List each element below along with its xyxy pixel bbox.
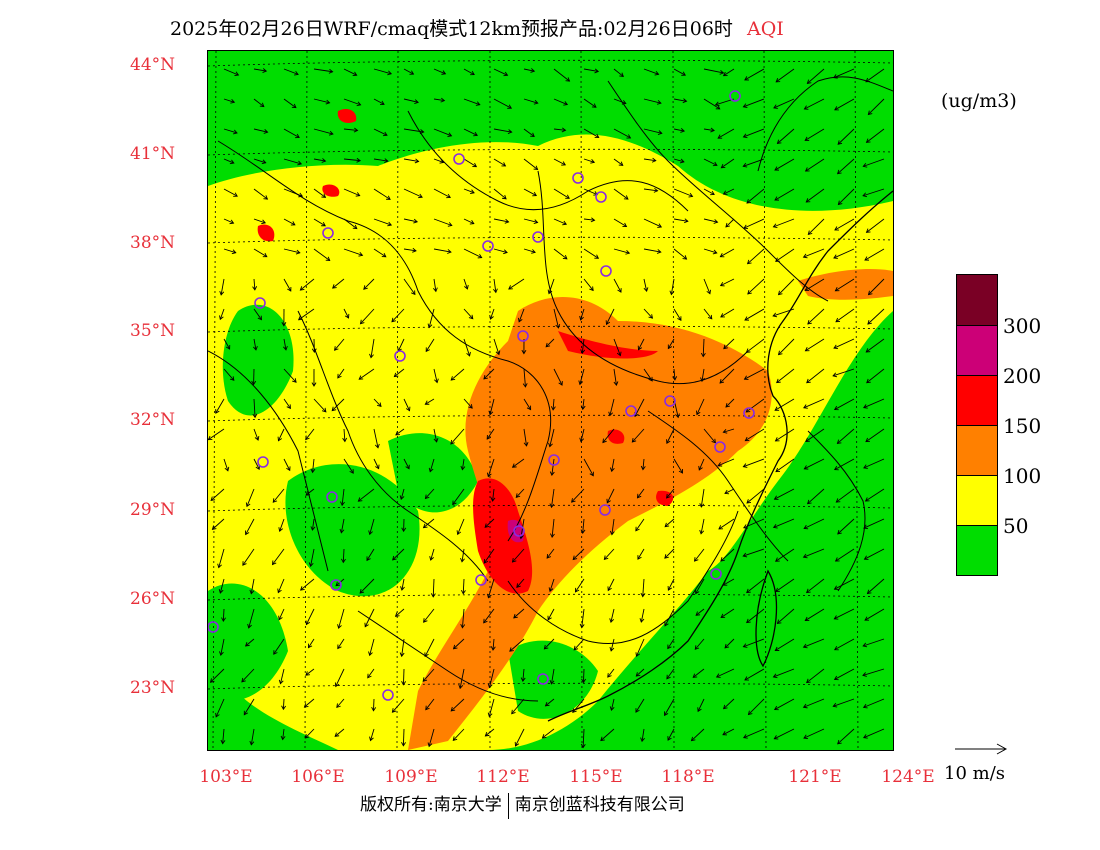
station-marker (394, 350, 406, 362)
lat-label-23: 23°N (130, 678, 176, 698)
station-marker (475, 574, 487, 586)
colorbar-label-200: 200 (1003, 364, 1042, 388)
station-marker (482, 240, 494, 252)
station-marker (330, 579, 342, 591)
colorbar-segment-unhealthy-sensitive (957, 425, 997, 475)
colorbar-segment-hazardous (957, 275, 997, 325)
legend-unit: (ug/m3) (941, 90, 1017, 112)
aqi-colorbar (956, 274, 998, 576)
colorbar-segment-moderate (957, 475, 997, 525)
station-marker (664, 395, 676, 407)
station-marker (710, 568, 722, 580)
map-title: 2025年02月26日WRF/cmaq模式12km预报产品:02月26日06时 … (170, 14, 784, 41)
good-pockets (208, 304, 598, 719)
station-marker (714, 441, 726, 453)
colorbar-label-300: 300 (1003, 314, 1042, 338)
lon-label-115: 115°E (569, 767, 623, 787)
station-marker (599, 504, 611, 516)
monitoring-stations (208, 90, 755, 701)
lat-label-32: 32°N (130, 410, 176, 430)
lon-label-112: 112°E (476, 767, 530, 787)
station-marker (257, 456, 269, 468)
station-marker (322, 227, 334, 239)
lon-label-106: 106°E (291, 767, 345, 787)
station-marker (517, 330, 529, 342)
product-label: AQI (746, 18, 784, 40)
province-borders (208, 76, 893, 702)
colorbar-segment-very-unhealthy (957, 325, 997, 375)
station-marker (625, 405, 637, 417)
copyright-right: 南京创蓝科技有限公司 (514, 795, 685, 815)
footer-separator (507, 792, 509, 819)
colorbar-label-100: 100 (1003, 464, 1042, 488)
station-marker (729, 90, 741, 102)
colorbar-label-50: 50 (1003, 514, 1029, 538)
station-marker (532, 231, 544, 243)
unhealthy-sensitive-zone (408, 269, 893, 750)
lat-label-41: 41°N (130, 144, 176, 164)
station-marker (537, 673, 549, 685)
colorbar-label-150: 150 (1003, 414, 1042, 438)
lon-label-121: 121°E (788, 767, 842, 787)
station-marker (743, 407, 755, 419)
title-text: 2025年02月26日WRF/cmaq模式12km预报产品:02月26日06时 (170, 18, 733, 40)
lat-label-26: 26°N (130, 589, 176, 609)
station-marker (572, 172, 584, 184)
station-marker (382, 689, 394, 701)
wind-reference-label: 10 m/s (944, 763, 1005, 784)
lon-label-103: 103°E (199, 767, 253, 787)
lon-label-109: 109°E (384, 767, 438, 787)
lat-label-38: 38°N (130, 233, 176, 253)
colorbar-segment-unhealthy (957, 375, 997, 425)
station-marker (595, 191, 607, 203)
wind-vectors (208, 68, 885, 749)
lon-label-124: 124°E (881, 767, 935, 787)
station-marker (600, 265, 612, 277)
lat-label-44: 44°N (130, 55, 176, 75)
station-marker (513, 525, 525, 537)
station-marker (208, 621, 219, 633)
lat-label-29: 29°N (130, 500, 176, 520)
copyright-left: 版权所有:南京大学 (360, 795, 502, 815)
copyright-footer: 版权所有:南京大学 南京创蓝科技有限公司 (360, 790, 685, 819)
station-marker (548, 454, 560, 466)
station-marker (254, 297, 266, 309)
lon-label-118: 118°E (661, 767, 715, 787)
wind-reference-arrow-icon (955, 743, 1008, 755)
station-marker (453, 153, 465, 165)
station-marker (326, 491, 338, 503)
coastline (547, 190, 893, 722)
graticule (208, 51, 893, 750)
aqi-map[interactable] (207, 50, 894, 751)
colorbar-segment-good (957, 525, 997, 575)
lat-label-35: 35°N (130, 321, 176, 341)
